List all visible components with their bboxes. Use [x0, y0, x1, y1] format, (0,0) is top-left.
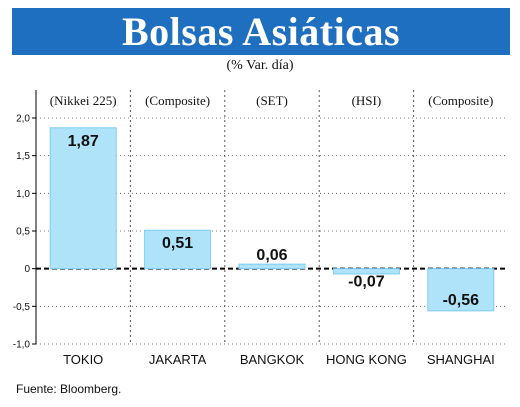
y-tick-label: 0	[24, 264, 30, 275]
y-tick-label: 0,5	[16, 227, 30, 238]
data-label: 0,51	[162, 235, 193, 252]
data-label: 0,06	[256, 247, 287, 264]
category-label: BANGKOK	[240, 352, 305, 367]
bar	[427, 268, 495, 312]
category-label: SHANGHAI	[427, 352, 495, 367]
bar	[49, 127, 117, 270]
bar	[332, 268, 400, 275]
index-label: (Composite)	[428, 93, 493, 108]
title-banner: Bolsas Asiáticas	[12, 8, 510, 55]
y-tick-label: 1,5	[16, 151, 30, 162]
y-tick-label: -0,5	[13, 302, 31, 313]
chart-title: Bolsas Asiáticas	[121, 9, 401, 54]
y-tick-label: 2,0	[16, 114, 30, 125]
y-tick-label: 1,0	[16, 189, 30, 200]
bar-chart: 2,0 1,5 1,0 0,5 0 -0,5 -1,0 1,87 (Nikkei 225) TOK…	[13, 90, 508, 367]
category-label: TOKIO	[63, 352, 103, 367]
bar	[144, 229, 212, 270]
index-label: (SET)	[256, 93, 288, 108]
index-label: (Nikkei 225)	[50, 93, 117, 108]
category-label: JAKARTA	[149, 352, 207, 367]
category-label: HONG KONG	[326, 352, 407, 367]
index-label: (HSI)	[352, 93, 382, 108]
data-label: -0,56	[443, 292, 480, 309]
data-label: 1,87	[68, 133, 99, 150]
data-label: -0,07	[348, 274, 385, 291]
bar	[238, 263, 306, 270]
index-label: (Composite)	[145, 93, 210, 108]
y-tick-label: -1,0	[13, 340, 31, 351]
source-note: Fuente: Bloomberg.	[16, 382, 122, 396]
chart-subtitle: (% Var. día)	[226, 58, 294, 73]
